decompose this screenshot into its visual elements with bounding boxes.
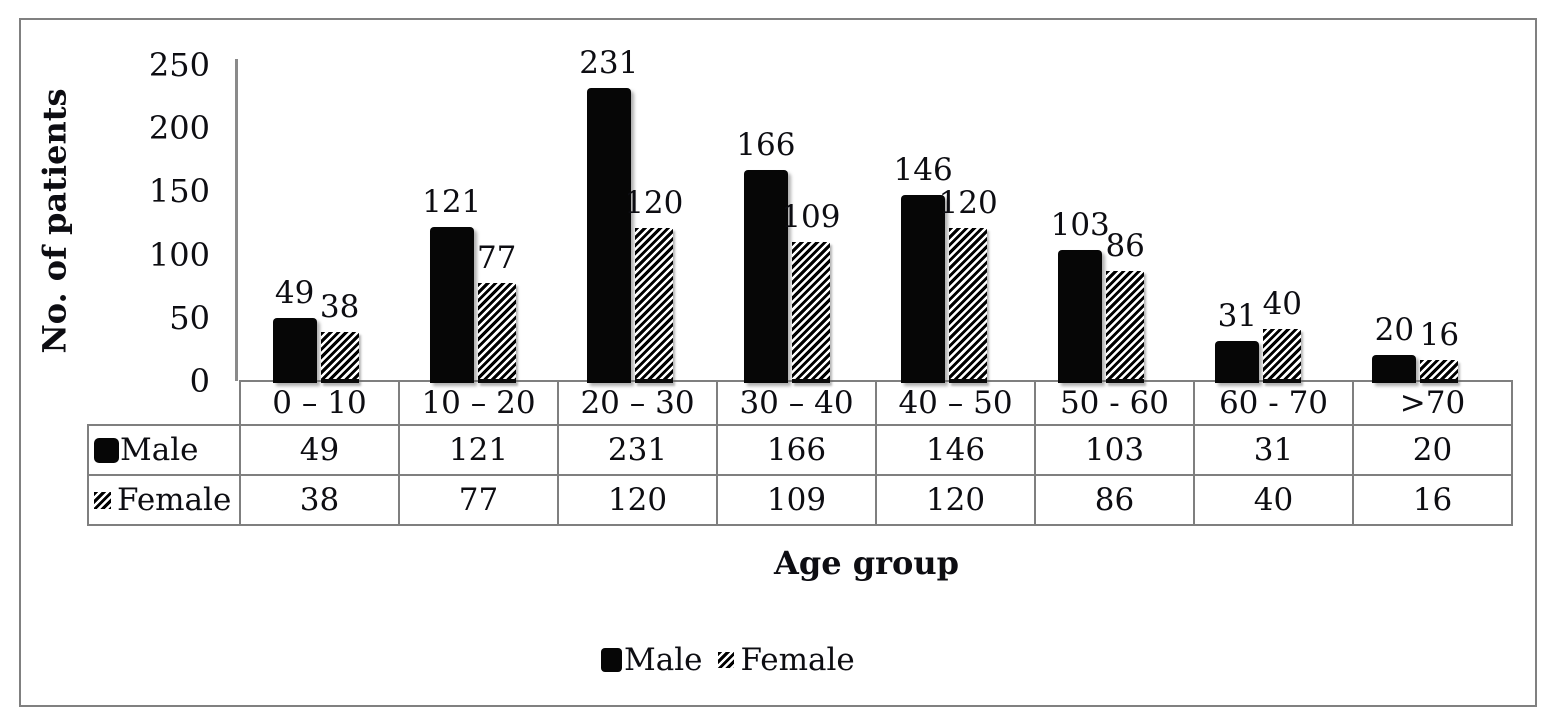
age-group-header-cell: 10 – 20: [398, 380, 559, 426]
female-row-label: Female: [117, 482, 232, 518]
age-group-header-cell: 50 - 60: [1034, 380, 1195, 426]
figure-border: [19, 18, 1537, 707]
legend-female-swatch-icon: [718, 652, 735, 668]
y-tick-label: 200: [148, 109, 210, 148]
female-value-cell: 40: [1193, 474, 1354, 526]
table-corner-cell: [88, 381, 240, 425]
female-row-key-cell: Female: [87, 474, 241, 526]
female-value-cell: 77: [398, 474, 559, 526]
y-axis-line: [235, 59, 238, 381]
male-row-label: Male: [120, 432, 199, 468]
female-value-cell: 86: [1034, 474, 1195, 526]
chart-legend: Male Female: [601, 642, 855, 678]
female-value-cell: 16: [1352, 474, 1513, 526]
age-group-header-cell: 20 – 30: [557, 380, 718, 426]
male-swatch-icon: [94, 437, 119, 463]
male-value-cell: 121: [398, 424, 559, 476]
y-tick-label: 50: [169, 298, 210, 337]
y-tick-label: 0: [189, 362, 210, 400]
y-tick-label: 100: [148, 235, 210, 274]
y-axis-title-text: No. of patients: [36, 88, 74, 354]
data-table: 0 – 10 10 – 20 20 – 30 30 – 40 40 – 50 50 - 6…: [87, 380, 1513, 526]
x-axis-title: Age group: [238, 544, 1495, 582]
legend-male-label: Male: [624, 642, 703, 678]
age-group-header-cell: 40 – 50: [875, 380, 1036, 426]
male-row-key-cell: Male: [87, 424, 241, 476]
y-tick-label: 250: [148, 46, 210, 84]
y-tick-label: 150: [148, 172, 210, 211]
female-value-cell: 120: [875, 474, 1036, 526]
age-group-header-cell: 60 - 70: [1193, 380, 1354, 426]
male-table-row: Male 49 121 231 166 146 103 31 20: [87, 424, 1513, 476]
x-axis-title-text: Age group: [774, 544, 959, 582]
male-value-cell: 20: [1352, 424, 1513, 476]
male-value-cell: 49: [239, 424, 400, 476]
age-group-header-cell: 30 – 40: [716, 380, 877, 426]
male-value-cell: 146: [875, 424, 1036, 476]
female-value-cell: 109: [716, 474, 877, 526]
age-group-header-cell: 0 – 10: [239, 380, 400, 426]
male-value-cell: 231: [557, 424, 718, 476]
female-value-cell: 38: [239, 474, 400, 526]
y-axis-title: No. of patients: [28, 62, 82, 380]
male-value-cell: 31: [1193, 424, 1354, 476]
data-table-body: 0 – 10 10 – 20 20 – 30 30 – 40 40 – 50 50 - 6…: [87, 380, 1513, 526]
legend-female-label: Female: [740, 642, 855, 678]
female-value-cell: 120: [557, 474, 718, 526]
female-swatch-icon: [94, 491, 111, 509]
female-table-row: Female 38 77 120 109 120 86 40 16: [87, 474, 1513, 526]
male-value-cell: 166: [716, 424, 877, 476]
male-value-cell: 103: [1034, 424, 1195, 476]
age-group-header-cell: >70: [1352, 380, 1513, 426]
legend-male-swatch-icon: [601, 648, 622, 672]
